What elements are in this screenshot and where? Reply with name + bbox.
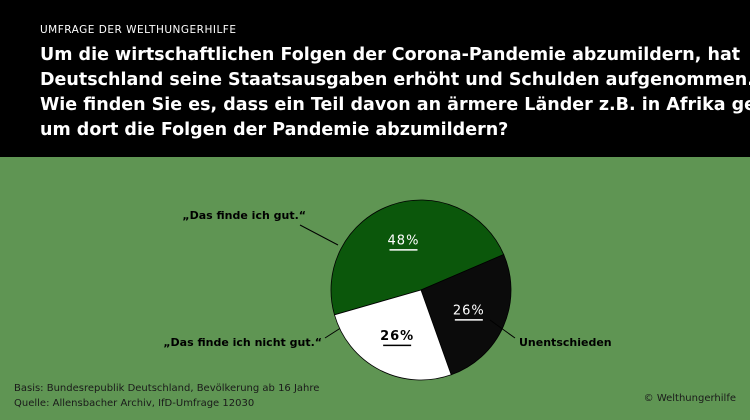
- pie-slice: [333, 289, 452, 381]
- pie-slice: [420, 254, 512, 376]
- leader-line: [489, 319, 516, 339]
- title-line: Wie finden Sie es, dass ein Teil davon a…: [40, 95, 750, 115]
- title-line: Deutschland seine Staatsausgaben erhöht …: [40, 70, 750, 90]
- value-label: 26%: [380, 329, 414, 344]
- copyright: © Welthungerhilfe: [644, 393, 736, 404]
- title-line: um dort die Folgen der Pandemie abzumild…: [40, 120, 508, 140]
- header-band: [0, 0, 750, 157]
- pie-slice: [330, 199, 505, 316]
- category-label: „Das finde ich nicht gut.“: [163, 336, 322, 349]
- basis: Basis: Bundesrepublik Deutschland, Bevöl…: [14, 383, 319, 394]
- pie: 48% „Das finde ich gut.“ 26% „Das finde ich…: [163, 199, 612, 381]
- leader-line: [299, 224, 339, 246]
- source: Quelle: Allensbacher Archiv, IfD-Umfrage…: [14, 398, 254, 409]
- category-label: „Das finde ich gut.“: [182, 209, 306, 222]
- value-label: 48%: [388, 233, 420, 248]
- value-label: 26%: [453, 303, 485, 318]
- title-line: Um die wirtschaftlichen Folgen der Coron…: [40, 45, 740, 65]
- category-label: Unentschieden: [519, 336, 612, 349]
- kicker: UMFRAGE DER WELTHUNGERHILFE: [40, 24, 236, 36]
